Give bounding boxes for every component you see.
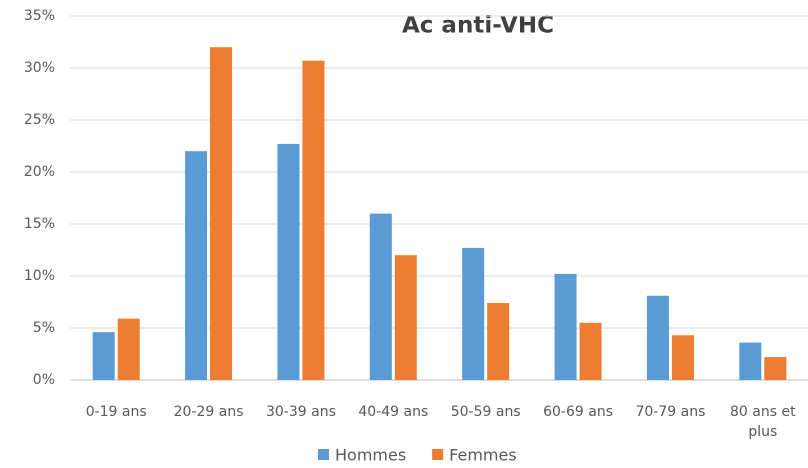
y-tick-label: 10% — [24, 268, 55, 284]
x-tick-label: 50-59 ans — [450, 404, 521, 420]
bar — [210, 47, 233, 380]
legend-swatch — [432, 449, 444, 460]
bar — [671, 335, 694, 380]
x-tick-label: 60-69 ans — [543, 404, 613, 420]
y-tick-label: 5% — [33, 320, 55, 336]
bar — [302, 60, 325, 380]
bar — [554, 273, 577, 380]
legend-label: Femmes — [449, 446, 517, 465]
y-tick-label: 30% — [24, 60, 55, 76]
bar — [277, 143, 300, 380]
x-tick-label: 80 ans et plus — [730, 404, 796, 440]
y-tick-label: 20% — [24, 164, 55, 180]
bar — [462, 247, 485, 380]
bar — [92, 332, 115, 380]
x-tick-label: 70-79 ans — [635, 404, 706, 420]
bar — [117, 318, 140, 380]
x-tick-label: 40-49 ans — [358, 404, 429, 420]
y-tick-label: 15% — [24, 216, 55, 232]
legend-label: Hommes — [335, 446, 406, 465]
bar — [764, 357, 787, 380]
bar — [579, 322, 602, 380]
legend-swatch — [318, 449, 329, 460]
x-tick-label: 0-19 ans — [85, 404, 147, 420]
bar — [369, 213, 392, 380]
x-tick-label: 30-39 ans — [265, 404, 336, 420]
bar — [185, 151, 208, 380]
y-tick-label: 25% — [24, 112, 55, 128]
y-tick-label: 35% — [24, 8, 55, 24]
bar — [646, 295, 669, 380]
chart-title: Ac anti-VHC — [402, 13, 554, 39]
x-tick-label: 20-29 ans — [173, 404, 244, 420]
bar — [739, 342, 762, 380]
bar — [487, 303, 510, 380]
y-tick-label: 0% — [33, 372, 55, 388]
bar — [394, 255, 417, 380]
